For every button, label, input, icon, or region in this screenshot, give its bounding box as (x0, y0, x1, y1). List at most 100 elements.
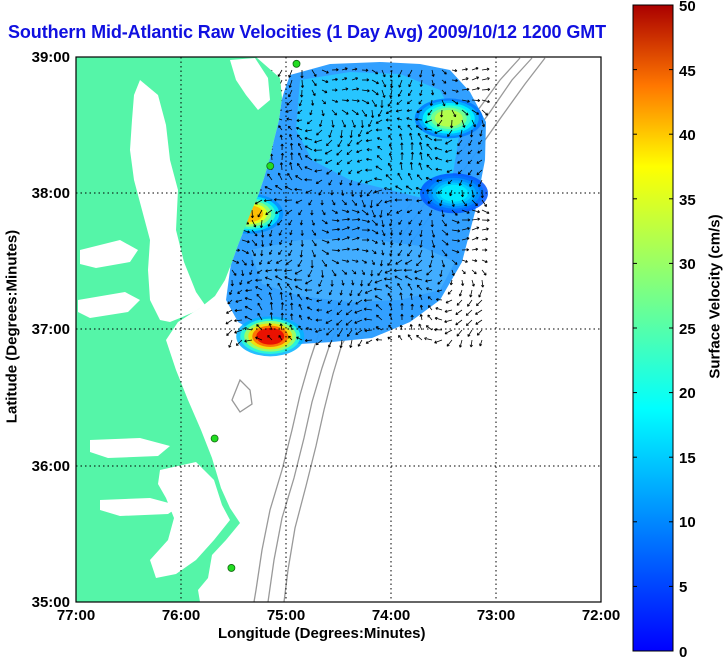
velocity-arrow (315, 329, 323, 333)
velocity-arrow (268, 292, 273, 301)
velocity-arrow (430, 219, 434, 228)
velocity-arrow (239, 279, 243, 286)
velocity-arrow (325, 319, 333, 324)
velocity-arrow (306, 306, 313, 311)
velocity-arrow (286, 117, 293, 121)
x-tick-label: 74:00 (372, 607, 410, 624)
velocity-arrow (408, 89, 413, 97)
velocity-arrow (331, 119, 335, 128)
velocity-arrow (451, 239, 461, 243)
velocity-arrow (371, 89, 379, 96)
velocity-arrow (397, 69, 403, 78)
velocity-arrow (275, 209, 283, 214)
velocity-arrow (235, 299, 243, 303)
velocity-arrow (418, 323, 423, 331)
velocity-arrow (274, 268, 283, 272)
velocity-arrow (410, 303, 414, 311)
velocity-arrow (451, 269, 455, 276)
velocity-arrow (297, 293, 303, 301)
velocity-arrow (425, 279, 433, 283)
velocity-arrow (389, 219, 393, 227)
velocity-arrow (481, 119, 485, 128)
velocity-arrow (361, 109, 367, 117)
velocity-arrow (265, 269, 273, 273)
delaware-bay (230, 58, 270, 110)
velocity-arrow (428, 305, 433, 311)
velocity-arrow (361, 228, 370, 232)
velocity-arrow (467, 329, 473, 337)
velocity-arrow (441, 249, 448, 257)
velocity-arrow (363, 307, 373, 311)
velocity-arrow (434, 339, 443, 344)
velocity-arrow (400, 142, 404, 151)
velocity-arrow (306, 119, 313, 125)
velocity-arrow (365, 339, 373, 344)
velocity-arrow (359, 279, 364, 287)
velocity-arrow (461, 209, 470, 214)
velocity-arrow (447, 129, 453, 137)
velocity-arrow (336, 149, 343, 156)
velocity-arrow (371, 69, 379, 75)
x-axis-title: Longitude (Degrees:Minutes) (218, 625, 426, 642)
velocity-arrow (436, 179, 443, 183)
velocity-arrow (364, 179, 373, 184)
velocity-arrow (305, 296, 313, 301)
velocity-arrow (351, 209, 360, 214)
velocity-arrow (280, 312, 284, 321)
velocity-arrow (275, 185, 283, 191)
velocity-arrow (409, 132, 413, 141)
velocity-arrow (288, 69, 293, 78)
velocity-arrow (434, 156, 443, 161)
velocity-arrow (430, 249, 435, 259)
velocity-arrow (313, 148, 323, 152)
velocity-arrow (451, 259, 458, 265)
velocity-arrow (461, 99, 470, 103)
velocity-arrow (298, 142, 303, 151)
velocity-arrow (228, 339, 233, 348)
velocity-arrow (279, 162, 284, 171)
velocity-arrow (471, 236, 479, 241)
colorbar-tick-label: 5 (679, 579, 687, 596)
velocity-arrow (380, 99, 384, 109)
velocity-arrow (341, 226, 350, 231)
velocity-arrow (441, 259, 446, 268)
velocity-arrow (374, 189, 383, 194)
velocity-arrow (313, 158, 323, 162)
velocity-arrow (396, 117, 403, 121)
velocity-arrow (304, 288, 313, 292)
velocity-arrow (275, 275, 283, 281)
velocity-arrow (265, 209, 273, 216)
velocity-arrow (321, 109, 325, 117)
velocity-arrow (264, 276, 273, 281)
radar-station-marker[interactable] (266, 162, 275, 170)
velocity-arrow (408, 219, 413, 225)
colorbar-tick-label: 10 (679, 514, 696, 531)
velocity-arrow (321, 79, 329, 84)
velocity-arrow (347, 329, 353, 337)
radar-station-marker[interactable] (292, 59, 301, 68)
radar-station-marker[interactable] (210, 434, 219, 443)
velocity-arrow (321, 219, 328, 225)
x-tick-label: 72:00 (582, 607, 620, 624)
velocity-arrow (416, 174, 423, 181)
velocity-arrow (451, 209, 458, 216)
velocity-arrow (331, 259, 340, 265)
velocity-arrow (355, 329, 363, 335)
velocity-arrow (404, 259, 413, 265)
velocity-arrow (341, 217, 350, 221)
velocity-arrow (336, 309, 343, 316)
velocity-arrow (390, 239, 394, 246)
velocity-arrow (256, 293, 263, 301)
velocity-arrow (351, 226, 360, 231)
velocity-arrow (371, 259, 375, 266)
velocity-arrow (349, 339, 353, 348)
velocity-arrow (461, 237, 470, 241)
velocity-arrow (361, 199, 366, 208)
velocity-arrow (226, 329, 233, 336)
radar-station-marker[interactable] (227, 564, 236, 572)
velocity-arrow (397, 249, 403, 257)
velocity-arrow (395, 259, 403, 265)
velocity-arrow (461, 248, 470, 252)
velocity-arrow (394, 198, 402, 202)
